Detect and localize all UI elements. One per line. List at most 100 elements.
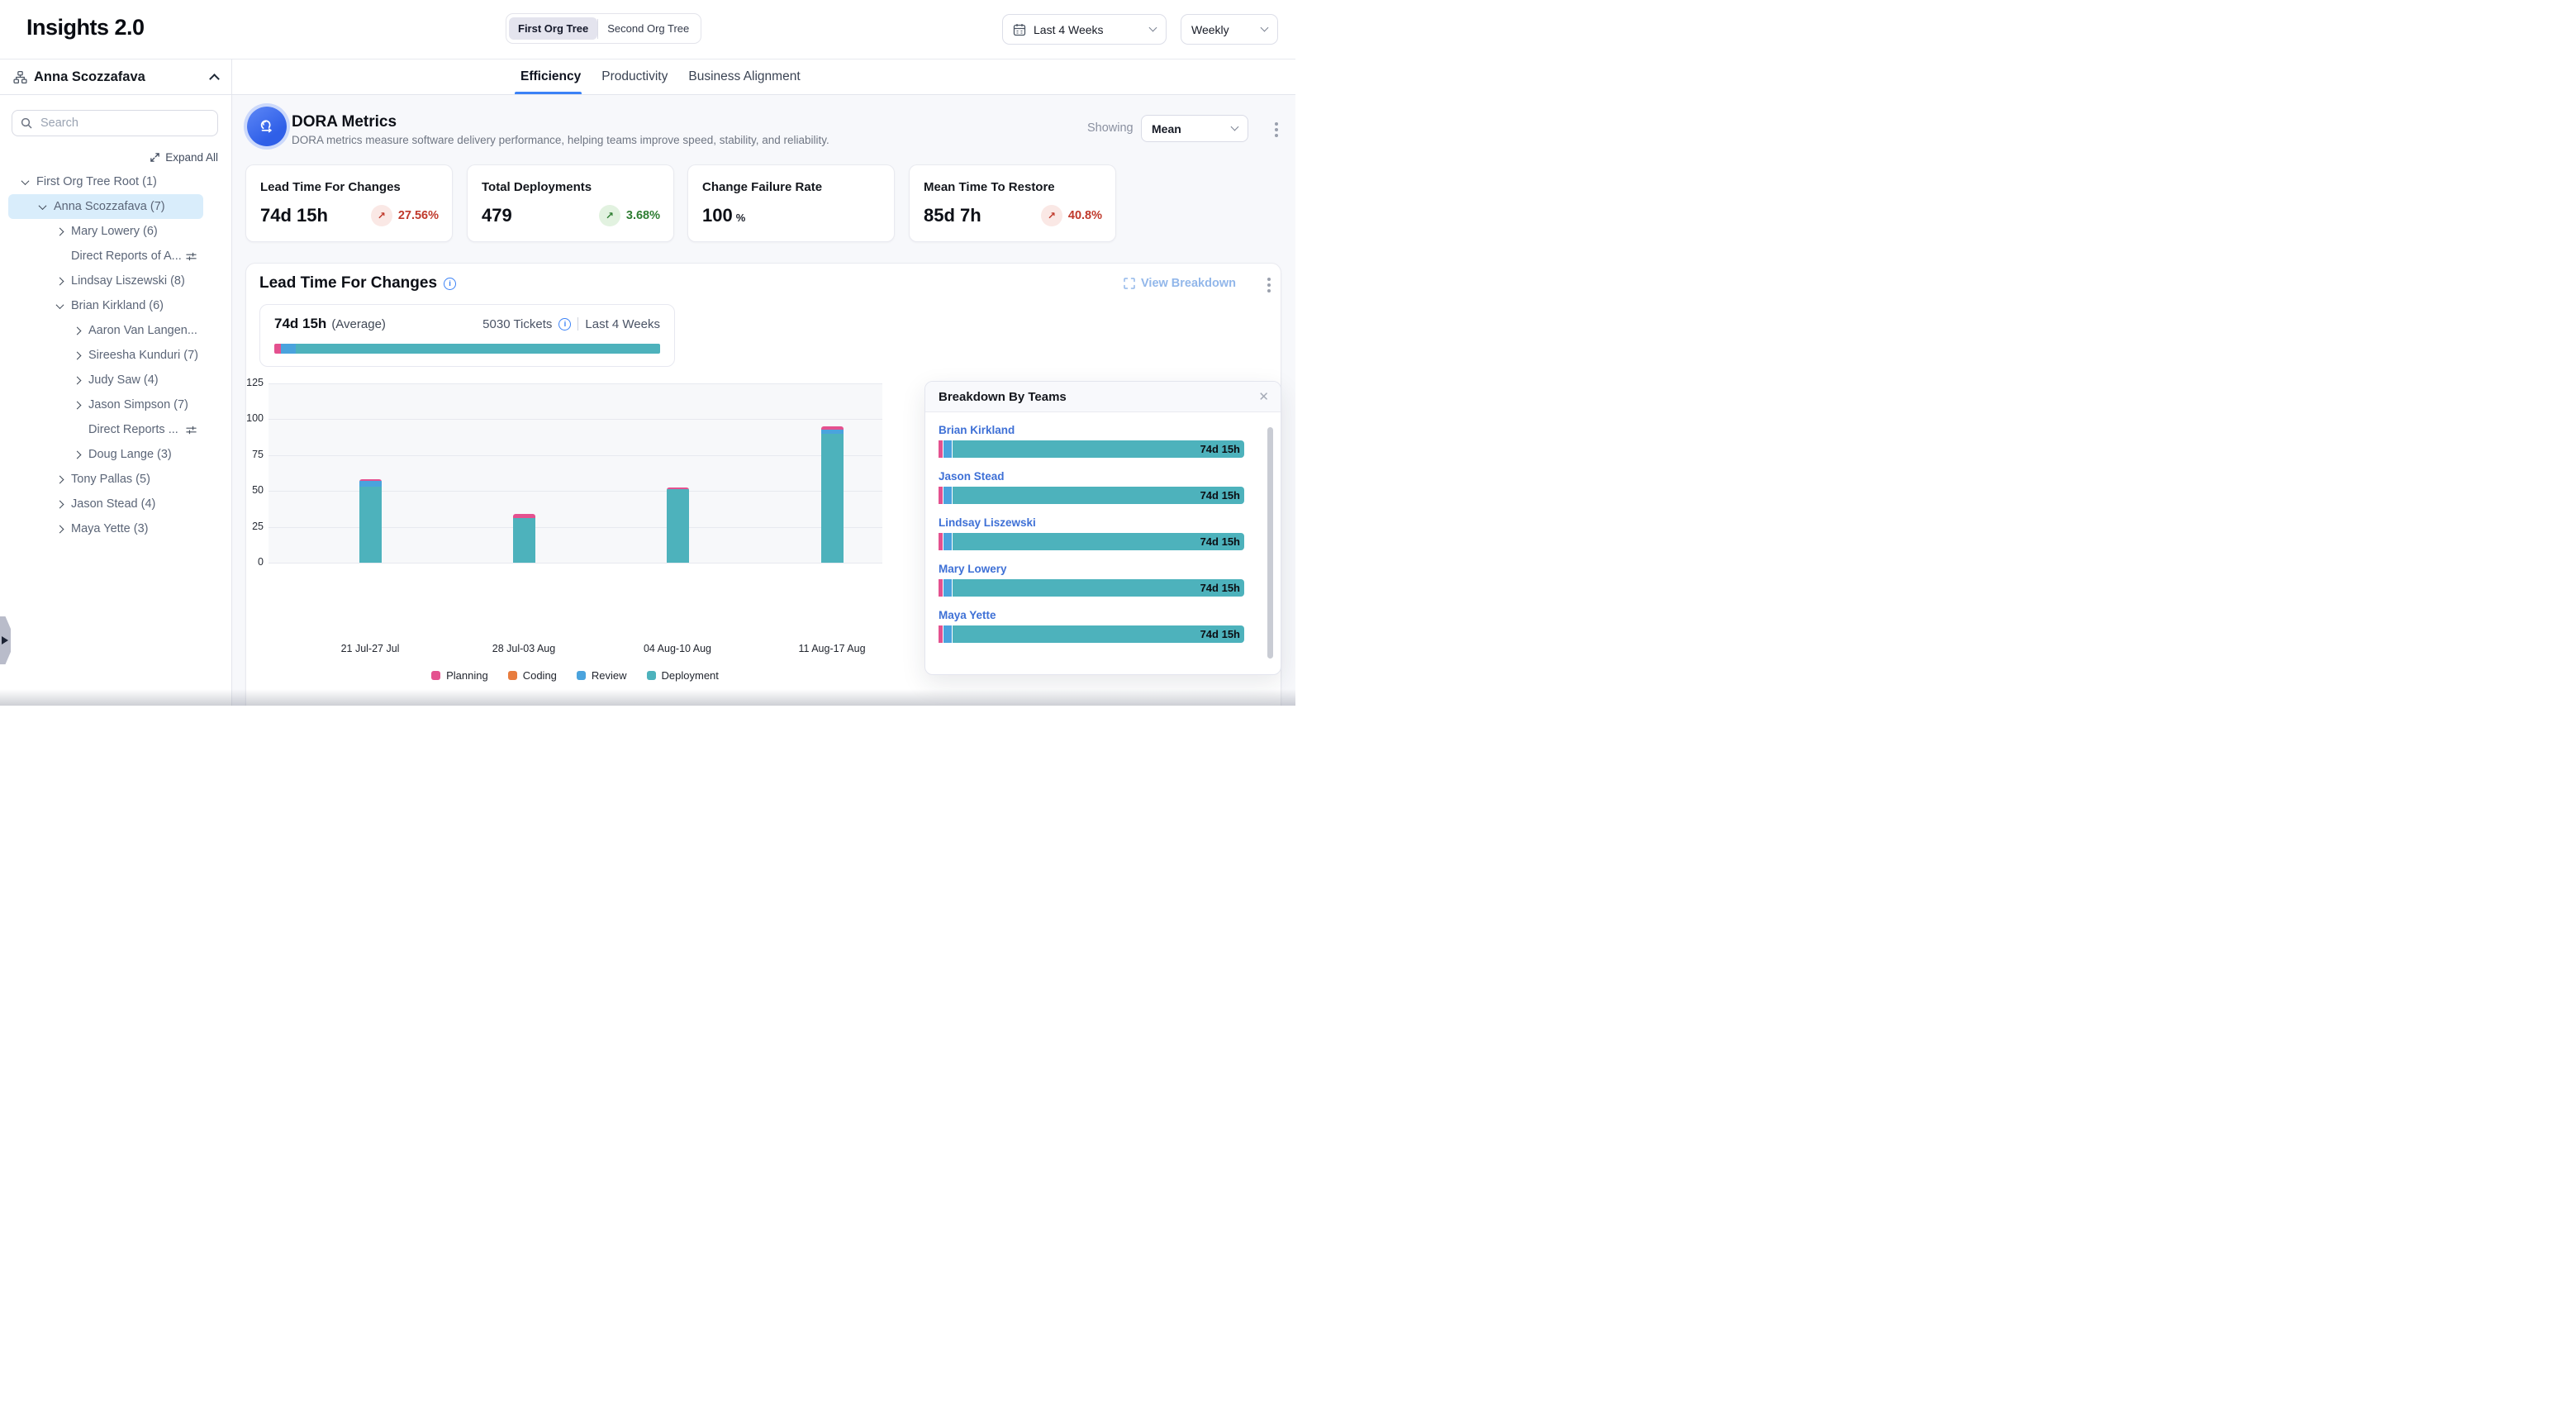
trend-delta-value: 40.8% xyxy=(1068,209,1102,222)
main-tabs: Efficiency Productivity Business Alignment xyxy=(520,59,801,94)
chevron-right-icon[interactable] xyxy=(74,376,82,384)
summary-segment-planning xyxy=(274,344,281,354)
tree-item[interactable]: Anna Scozzafava (7) xyxy=(8,194,203,219)
metric-card-title: Change Failure Rate xyxy=(702,180,881,194)
x-axis-tick-label: 28 Jul-03 Aug xyxy=(462,643,586,654)
chevron-down-icon[interactable] xyxy=(39,202,47,210)
chevron-right-icon[interactable] xyxy=(56,525,64,533)
org-tree-option[interactable]: Second Org Tree xyxy=(598,17,698,40)
tree-item-label: Anna Scozzafava (7) xyxy=(54,200,165,213)
chevron-down-icon xyxy=(1261,24,1269,32)
metric-card-value: 479 xyxy=(482,205,512,226)
tree-item[interactable]: Brian Kirkland (6) xyxy=(8,293,203,318)
metric-card-title: Total Deployments xyxy=(482,180,660,194)
sprint-cycle-icon xyxy=(257,117,277,136)
tree-item[interactable]: Jason Stead (4) xyxy=(8,492,203,516)
tree-item[interactable]: Direct Reports ... xyxy=(8,417,203,442)
trend-delta-value: 3.68% xyxy=(626,209,660,222)
expand-all-button[interactable]: Expand All xyxy=(150,151,218,164)
expand-all-label: Expand All xyxy=(165,151,218,164)
tree-item[interactable]: Jason Simpson (7) xyxy=(8,392,203,417)
tree-item[interactable]: Lindsay Liszewski (8) xyxy=(8,269,203,293)
tree-item[interactable]: Judy Saw (4) xyxy=(8,368,203,392)
breakdown-segment-planning xyxy=(939,625,943,643)
showing-label: Showing xyxy=(1087,121,1134,135)
chevron-right-icon[interactable] xyxy=(74,450,82,459)
breakdown-segment-review xyxy=(943,625,952,643)
breakdown-row: Jason Stead 74d 15h xyxy=(939,470,1281,504)
chevron-right-icon[interactable] xyxy=(56,227,64,235)
chart-gridline xyxy=(269,383,882,384)
breakdown-segment-deployment: 74d 15h xyxy=(953,487,1244,504)
tree-item-label: Judy Saw (4) xyxy=(88,373,159,387)
y-axis-tick-label: 25 xyxy=(232,521,264,532)
breakdown-segment-planning xyxy=(939,487,943,504)
tree-item[interactable]: Tony Pallas (5) xyxy=(8,467,203,492)
breakdown-bar: 74d 15h xyxy=(939,487,1281,504)
tab-productivity[interactable]: Productivity xyxy=(601,69,668,84)
legend-label: Coding xyxy=(523,669,557,682)
breakdown-scrollbar-thumb[interactable] xyxy=(1267,427,1273,659)
metric-card-unit: % xyxy=(736,212,746,224)
trend-badge: ↗ 3.68% xyxy=(599,205,660,226)
breakdown-team-link[interactable]: Brian Kirkland xyxy=(939,424,1281,436)
tree-item[interactable]: Aaron Van Langen... xyxy=(8,318,203,343)
legend-item: Deployment xyxy=(647,669,719,682)
chart-bar xyxy=(513,514,535,563)
chevron-right-icon[interactable] xyxy=(74,351,82,359)
breakdown-segment-deployment: 74d 15h xyxy=(953,625,1244,643)
tree-item[interactable]: Sireesha Kunduri (7) xyxy=(8,343,203,368)
breakdown-bar: 74d 15h xyxy=(939,440,1281,458)
org-tree-option[interactable]: First Org Tree xyxy=(509,17,597,40)
sidebar-resize-handle[interactable] xyxy=(0,616,11,664)
x-axis-tick-label: 11 Aug-17 Aug xyxy=(770,643,894,654)
tree-item[interactable]: First Org Tree Root (1) xyxy=(8,169,203,194)
sidebar-root-user: Anna Scozzafava xyxy=(34,69,145,85)
tree-item[interactable]: Direct Reports of A... xyxy=(8,244,203,269)
chart-legend: PlanningCodingReviewDeployment xyxy=(327,669,823,682)
metric-card: Total Deployments 479 ↗ 3.68% xyxy=(467,164,674,242)
tree-item-label: Aaron Van Langen... xyxy=(88,324,197,337)
breakdown-bar: 74d 15h xyxy=(939,625,1281,643)
breakdown-team-link[interactable]: Jason Stead xyxy=(939,470,1281,483)
date-range-select[interactable]: Last 4 Weeks xyxy=(1002,14,1167,45)
metric-card-value-row: 479 ↗ 3.68% xyxy=(482,205,660,226)
chevron-right-icon[interactable] xyxy=(56,475,64,483)
tree-item[interactable]: Maya Yette (3) xyxy=(8,516,203,541)
tree-item[interactable]: Doug Lange (3) xyxy=(8,442,203,467)
chart-gridline xyxy=(269,563,882,564)
sidebar-collapse-chevron-icon[interactable] xyxy=(209,74,220,84)
chevron-right-icon[interactable] xyxy=(74,401,82,409)
trend-arrow-icon: ↗ xyxy=(599,205,620,226)
showing-mean-select[interactable]: Mean xyxy=(1141,115,1248,142)
filter-sliders-icon[interactable] xyxy=(186,251,197,265)
lead-time-menu-kebab[interactable] xyxy=(1266,276,1272,294)
search-input[interactable] xyxy=(39,116,209,131)
metric-card: Mean Time To Restore85d 7h↗40.8% xyxy=(909,164,1116,242)
info-icon[interactable]: i xyxy=(558,318,571,331)
chevron-right-icon[interactable] xyxy=(56,500,64,508)
trend-delta-value: 27.56% xyxy=(398,209,439,222)
filter-sliders-icon[interactable] xyxy=(186,425,197,439)
tree-item-label: Maya Yette (3) xyxy=(71,522,149,535)
tab-efficiency[interactable]: Efficiency xyxy=(520,69,581,84)
breakdown-team-link[interactable]: Maya Yette xyxy=(939,609,1281,621)
info-icon[interactable]: i xyxy=(444,278,456,290)
view-breakdown-button[interactable]: View Breakdown xyxy=(1124,277,1236,290)
breakdown-segment-planning xyxy=(939,579,943,597)
tree-item[interactable]: Mary Lowery (6) xyxy=(8,219,203,244)
chevron-down-icon[interactable] xyxy=(21,177,30,185)
y-axis-tick-label: 0 xyxy=(232,556,264,568)
tab-business-alignment[interactable]: Business Alignment xyxy=(688,69,800,84)
chevron-right-icon[interactable] xyxy=(74,326,82,335)
chevron-down-icon[interactable] xyxy=(56,301,64,309)
chart-bar xyxy=(667,487,689,563)
chevron-right-icon[interactable] xyxy=(56,277,64,285)
dora-menu-kebab[interactable] xyxy=(1273,121,1280,139)
breakdown-team-link[interactable]: Lindsay Liszewski xyxy=(939,516,1281,529)
tree-item-label: Brian Kirkland (6) xyxy=(71,299,164,312)
breakdown-panel: Breakdown By Teams ✕ Brian Kirkland74d 1… xyxy=(924,381,1281,675)
granularity-select[interactable]: Weekly xyxy=(1181,14,1278,45)
breakdown-team-link[interactable]: Mary Lowery xyxy=(939,563,1281,575)
close-icon[interactable]: ✕ xyxy=(1258,391,1269,403)
